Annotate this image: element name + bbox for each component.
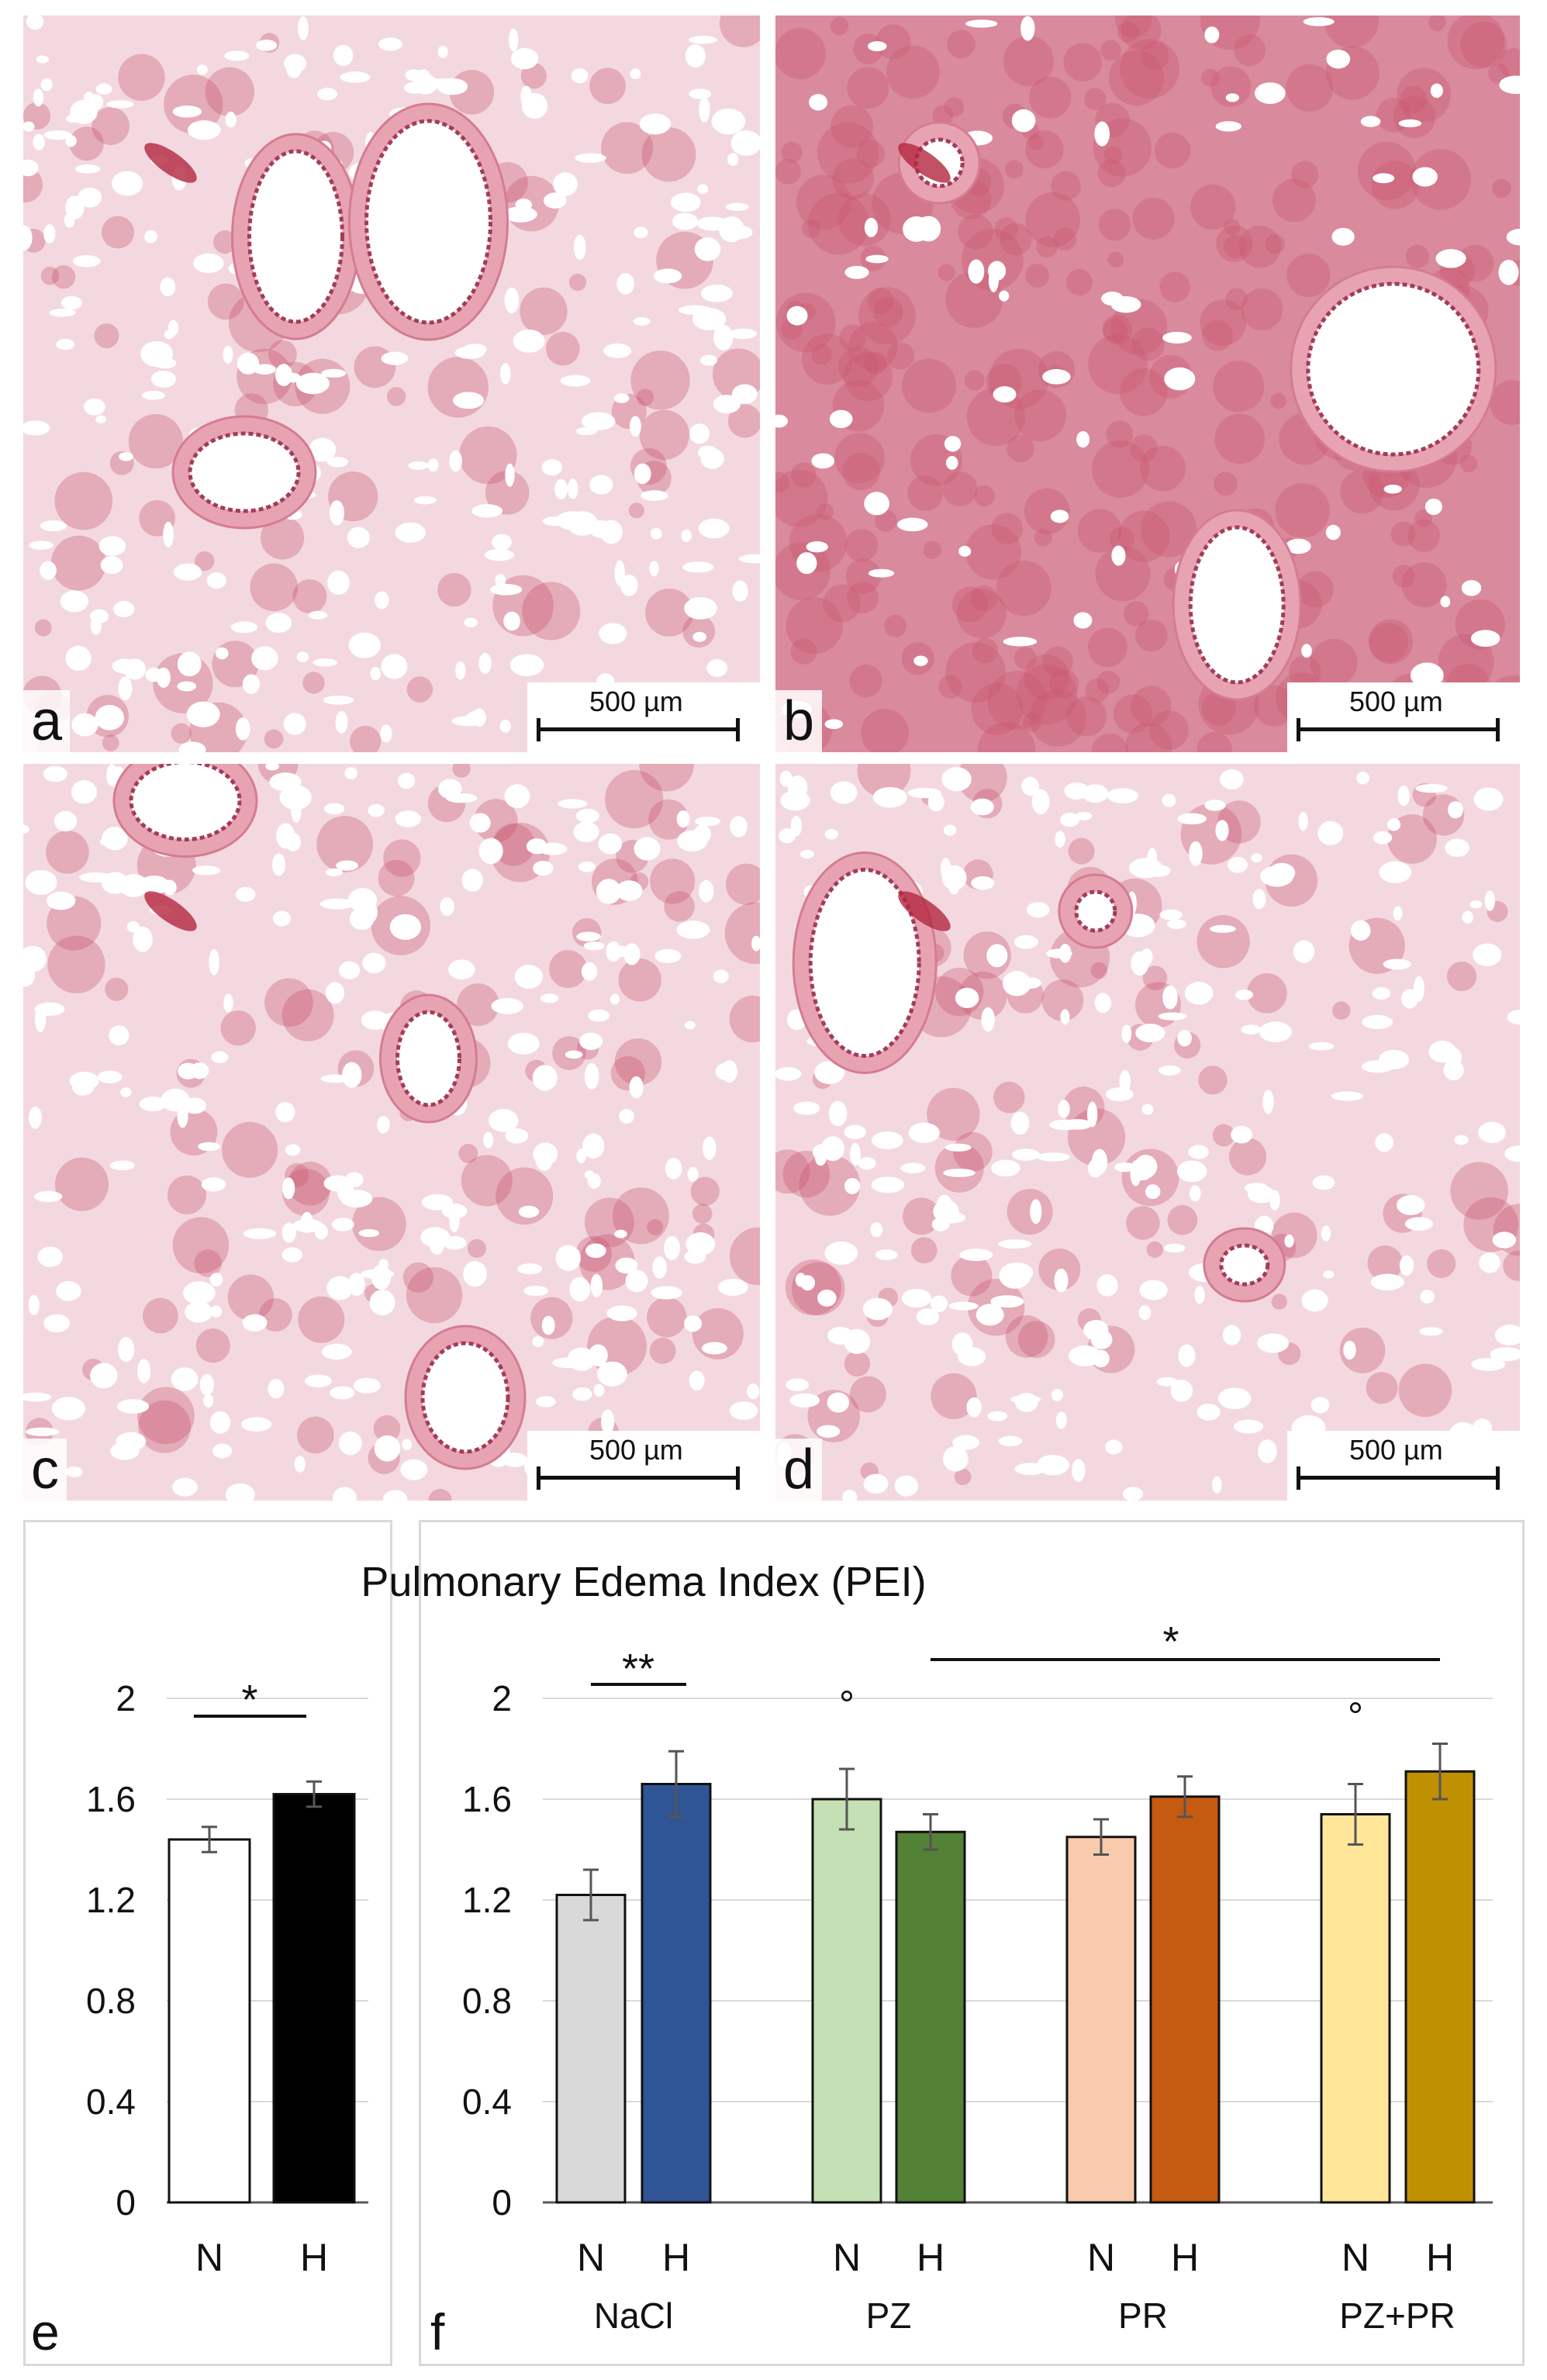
- scale-bar-a-label: 500 µm: [589, 686, 683, 717]
- scale-bar-c: 500 µm: [527, 1431, 760, 1501]
- scale-bar-c-label: 500 µm: [589, 1434, 683, 1466]
- scale-bar-b-label: 500 µm: [1349, 686, 1443, 717]
- scale-bar-b: 500 µm: [1287, 682, 1520, 752]
- panel-letter-b: b: [775, 690, 823, 752]
- micrograph-d: d 500 µm: [775, 764, 1520, 1501]
- scale-bar-a: 500 µm: [527, 682, 760, 752]
- chart-e-frame: [23, 1520, 392, 2366]
- micrograph-a-image: [23, 16, 760, 752]
- scale-bar-d: 500 µm: [1287, 1431, 1520, 1501]
- micrograph-b-image: [775, 16, 1520, 752]
- panel-letter-d: d: [775, 1439, 823, 1501]
- micrograph-c-image: [23, 764, 760, 1501]
- micrograph-c: c 500 µm: [23, 764, 760, 1501]
- micrograph-b: b 500 µm: [775, 16, 1520, 752]
- chart-f-frame: [419, 1520, 1525, 2366]
- micrograph-d-image: [775, 764, 1520, 1501]
- scale-bar-d-label: 500 µm: [1349, 1434, 1443, 1466]
- panel-letter-c: c: [23, 1439, 67, 1501]
- panel-letter-a: a: [23, 690, 71, 752]
- micrograph-a: a 500 µm: [23, 16, 760, 752]
